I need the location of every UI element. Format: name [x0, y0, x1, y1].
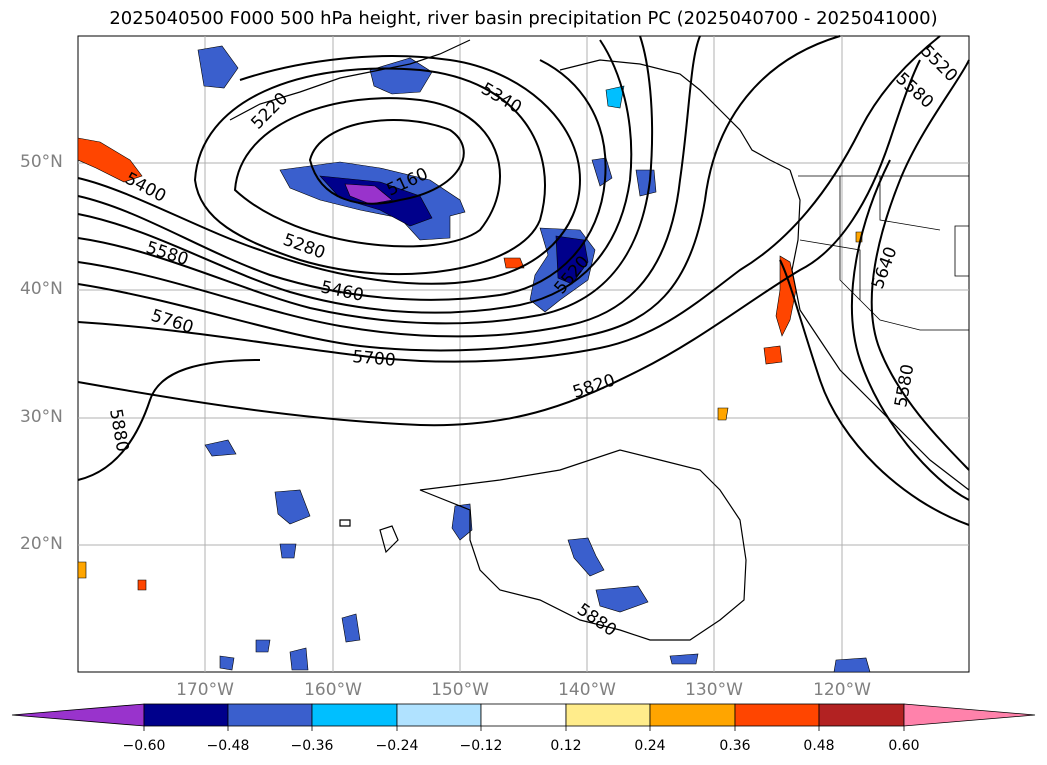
lon-label-170w: 170°W	[176, 680, 234, 700]
precip-area	[255, 639, 271, 653]
colorbar-tick-label: 0.36	[719, 738, 751, 754]
precip-area	[567, 537, 605, 577]
lat-label-20n: 20°N	[20, 534, 63, 554]
lat-label-40n: 40°N	[20, 279, 63, 299]
precip-area	[595, 585, 649, 613]
precip-area	[204, 439, 237, 457]
precip-area	[503, 257, 525, 269]
precip-area	[369, 57, 433, 95]
precip-area	[219, 655, 235, 671]
lon-label-120w: 120°W	[813, 680, 871, 700]
colorbar-tick-label: −0.24	[375, 738, 419, 754]
map-title: 2025040500 F000 500 hPa height, river ba…	[109, 8, 938, 29]
colorbar-tick-label: 0.24	[634, 738, 666, 754]
colorbar-tick-label: 0.60	[888, 738, 920, 754]
precip-area	[274, 489, 311, 525]
lat-label-30n: 30°N	[20, 407, 63, 427]
precip-area	[605, 85, 625, 109]
colorbar-tick-label: 0.12	[550, 738, 582, 754]
precip-area	[833, 657, 871, 673]
colorbar-ticks	[143, 726, 905, 731]
precip-area	[77, 561, 87, 579]
colorbar-extend-left	[11, 703, 145, 727]
lon-label-160w: 160°W	[304, 680, 362, 700]
precip-area	[344, 183, 393, 205]
coastlines	[229, 39, 970, 641]
colorbar-tick-label: 0.48	[803, 738, 835, 754]
map-frame	[77, 35, 970, 673]
height-contours	[77, 35, 970, 526]
precip-area	[279, 543, 297, 559]
lon-label-150w: 150°W	[431, 680, 489, 700]
colorbar-tick-label: −0.48	[206, 738, 250, 754]
colorbar-extend-right	[903, 703, 1036, 727]
precip-area	[717, 407, 729, 421]
colorbar-tick-label: −0.60	[122, 738, 166, 754]
lon-label-140w: 140°W	[558, 680, 616, 700]
precip-area	[341, 613, 361, 643]
lat-label-50n: 50°N	[20, 152, 63, 172]
colorbar	[11, 703, 1036, 731]
precip-area	[451, 503, 473, 541]
precip-area	[77, 137, 143, 183]
precip-area	[591, 157, 613, 187]
colorbar-tick-label: −0.36	[290, 738, 334, 754]
colorbar-tick-label: −0.12	[459, 738, 503, 754]
precip-area	[197, 45, 239, 89]
precip-area	[137, 579, 147, 591]
contour-label: 5700	[352, 347, 397, 371]
precip-area	[669, 653, 699, 665]
lon-label-130w: 130°W	[685, 680, 743, 700]
precip-area	[289, 647, 309, 671]
precip-area	[763, 345, 783, 365]
